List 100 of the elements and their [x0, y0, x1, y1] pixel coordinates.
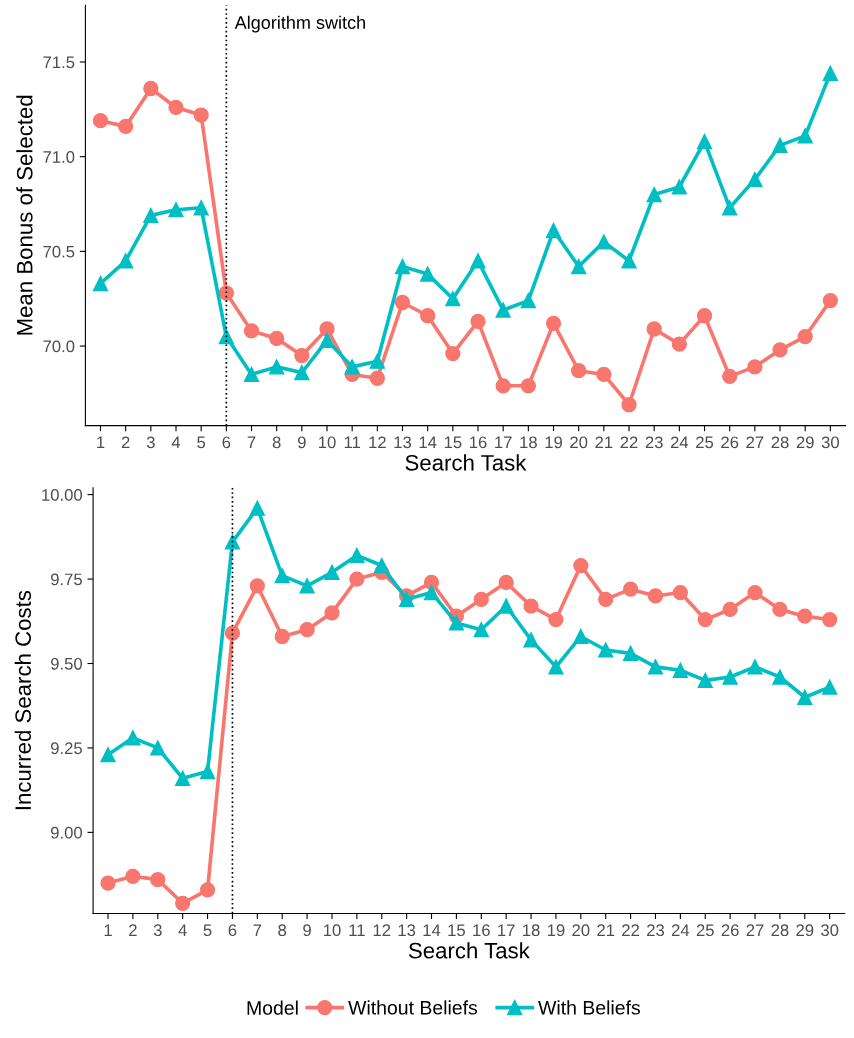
point [143, 80, 159, 97]
point [495, 378, 511, 394]
x-tick-label: 1 [97, 436, 105, 449]
x-tick-label: 29 [796, 924, 814, 937]
point [374, 557, 390, 574]
point [697, 672, 713, 689]
point [243, 366, 260, 383]
point [369, 370, 385, 386]
point [696, 308, 713, 324]
point [772, 137, 788, 153]
x-tick-label: 24 [671, 924, 690, 936]
point [822, 679, 838, 695]
point [445, 345, 461, 362]
point [573, 557, 589, 574]
point [822, 611, 838, 628]
point [274, 628, 290, 645]
point [150, 872, 166, 888]
point [420, 266, 436, 282]
point [596, 234, 612, 250]
x-tick-label: 30 [821, 924, 839, 937]
x-tick-label: 19 [547, 924, 565, 937]
point [548, 659, 564, 675]
x-tick-label: 26 [721, 924, 739, 937]
point [168, 202, 184, 218]
point [249, 500, 265, 516]
x-tick-label: 9 [303, 924, 311, 937]
point [349, 547, 365, 564]
point [344, 359, 360, 375]
point [722, 200, 738, 216]
x-tick-label: 21 [597, 924, 615, 936]
point [498, 598, 514, 614]
point [243, 323, 260, 339]
x-tick-label: 17 [498, 924, 515, 936]
annotation: Algorithm switch [234, 15, 365, 33]
x-tick-label: 5 [197, 436, 206, 449]
point [224, 534, 241, 550]
x-tick-label: 20 [572, 924, 590, 937]
x-tick-label: 16 [470, 436, 487, 449]
point [545, 222, 562, 239]
point [199, 882, 216, 898]
x-tick-label: 9 [297, 436, 306, 449]
point [299, 578, 315, 594]
x-tick-label: 24 [670, 436, 689, 449]
point [448, 615, 465, 631]
point [520, 292, 536, 309]
y-tick-label: 9.25 [51, 742, 82, 755]
x-tick-label: 30 [821, 436, 839, 449]
x-tick-label: 5 [203, 924, 212, 937]
point [218, 328, 234, 345]
point [199, 763, 216, 780]
point [445, 291, 461, 307]
y-tick-label: 71.5 [43, 56, 75, 69]
x-tick-label: 4 [171, 436, 181, 449]
x-tick-label: 11 [344, 436, 361, 449]
x-tick-label: 7 [253, 924, 262, 936]
point [324, 564, 340, 580]
point [423, 584, 440, 601]
x-tick-label: 23 [645, 436, 663, 449]
point [294, 364, 310, 381]
point [175, 895, 191, 911]
point [224, 625, 241, 641]
point [523, 598, 539, 614]
point [671, 336, 687, 352]
point [797, 328, 813, 345]
point [621, 253, 637, 269]
point [193, 200, 209, 216]
point [420, 308, 436, 324]
x-axis-title: Search Task [408, 942, 530, 959]
x-tick-label: 4 [178, 924, 187, 936]
x-tick-label: 22 [620, 436, 638, 449]
legend-title: Model [247, 1000, 298, 1015]
point [294, 347, 310, 364]
point [622, 581, 639, 597]
point [324, 605, 340, 621]
point [671, 179, 687, 195]
point [92, 275, 109, 292]
y-tick-label: 9.50 [51, 657, 83, 670]
x-tick-label: 10 [323, 924, 341, 937]
x-tick-label: 19 [545, 436, 562, 449]
point [423, 574, 440, 591]
point [150, 740, 166, 756]
point [193, 107, 209, 123]
x-tick-label: 12 [369, 436, 386, 449]
point [523, 632, 539, 648]
x-tick-label: 14 [419, 436, 437, 449]
x-tick-label: 16 [473, 924, 490, 937]
point [696, 133, 713, 150]
x-tick-label: 20 [570, 436, 588, 449]
x-tick-label: 25 [696, 436, 714, 449]
point [647, 588, 664, 604]
point [573, 628, 589, 645]
y-tick-label: 71.0 [43, 151, 75, 163]
point [772, 669, 788, 685]
x-tick-label: 15 [444, 436, 462, 449]
point [697, 611, 713, 628]
x-tick-label: 2 [121, 436, 130, 449]
x-tick-label: 8 [272, 436, 281, 449]
point [218, 285, 234, 301]
point [621, 397, 637, 413]
x-axis-title: Search Task [405, 454, 527, 471]
